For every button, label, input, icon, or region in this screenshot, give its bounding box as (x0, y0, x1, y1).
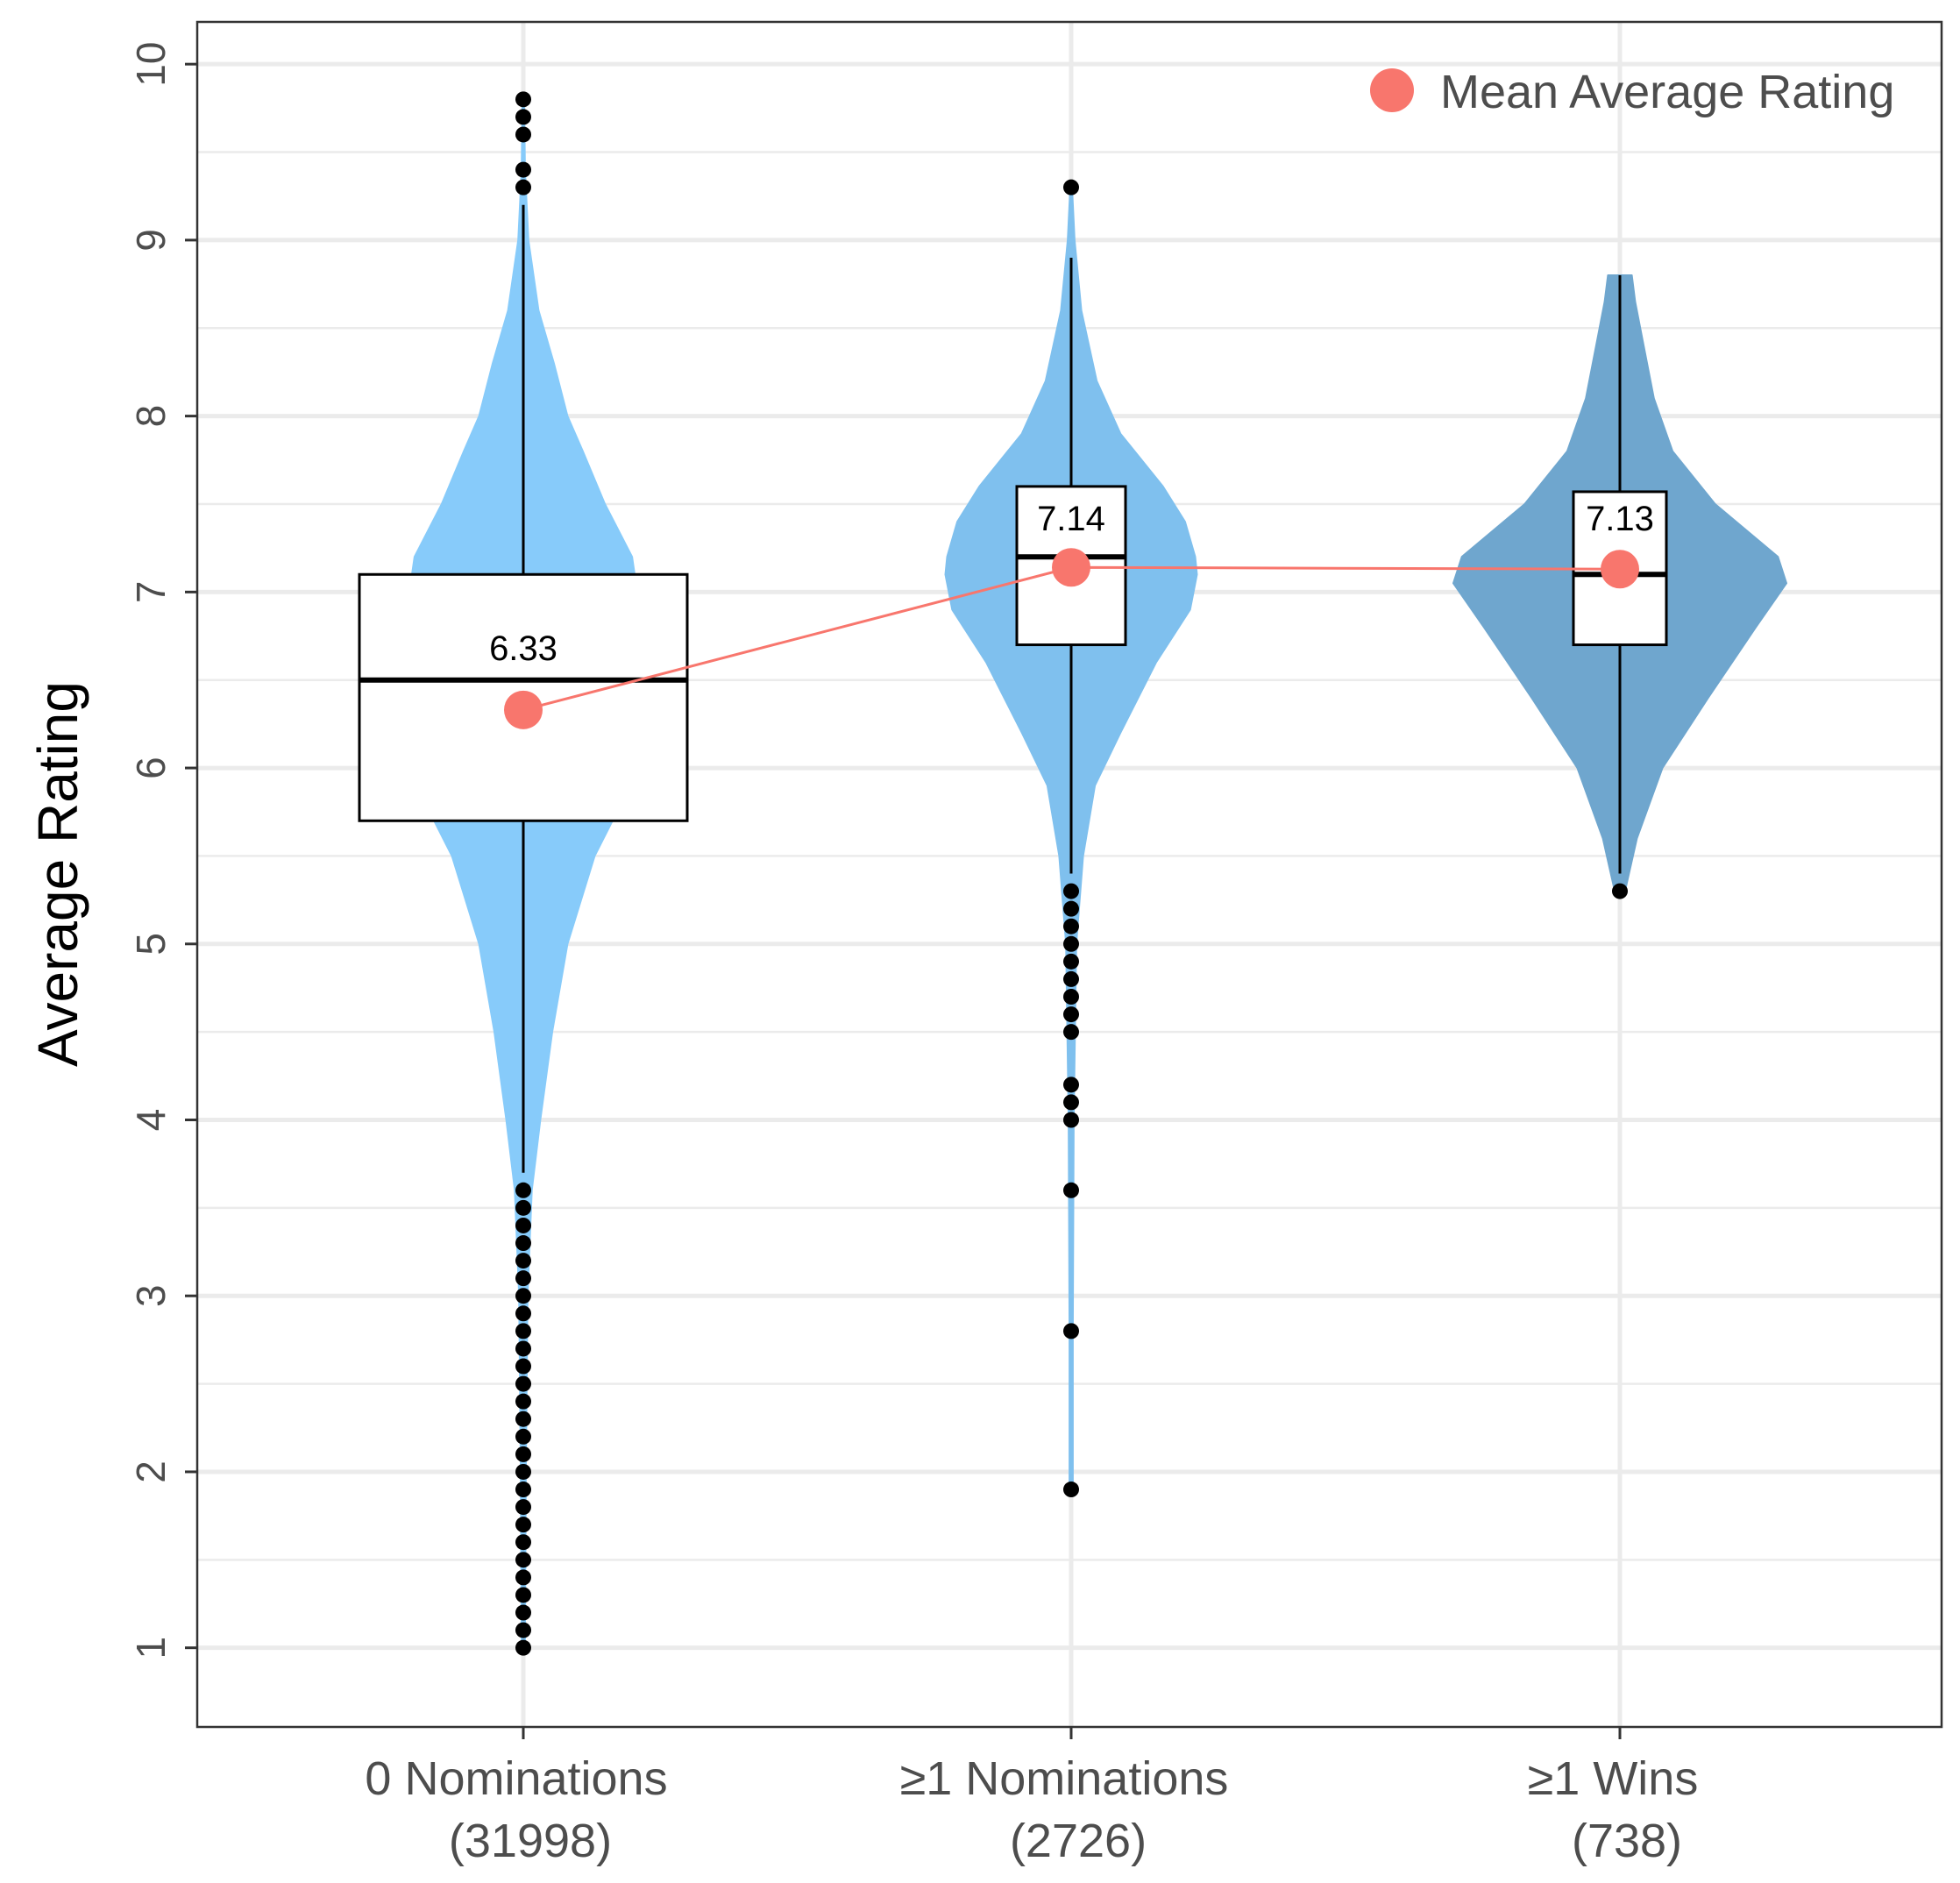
legend-label: Mean Average Rating (1440, 66, 1894, 118)
x-category-label: ≥1 Nominations (900, 1752, 1229, 1805)
legend: Mean Average Rating (1370, 66, 1894, 118)
outlier-point (515, 1358, 531, 1375)
outlier-point (515, 1552, 531, 1568)
mean-point-2 (1601, 550, 1639, 589)
outlier-point (515, 91, 531, 108)
outlier-point (1612, 883, 1628, 899)
mean-label-0: 6.33 (489, 629, 557, 668)
legend-key-mean (1370, 68, 1414, 112)
whiskers (522, 204, 1622, 1173)
y-tick-label: 3 (128, 1284, 174, 1307)
mean-labels: 6.33 7.14 7.13 (489, 500, 1654, 668)
y-tick-label: 7 (128, 581, 174, 604)
outlier-point (515, 161, 531, 178)
outlier-point (1063, 1482, 1079, 1498)
x-category-count: (738) (1572, 1815, 1682, 1867)
outlier-point (515, 1446, 531, 1462)
outlier-point (1063, 1024, 1079, 1041)
outlier-point (515, 109, 531, 125)
outlier-point (515, 1639, 531, 1656)
outlier-point (1063, 1323, 1079, 1339)
outlier-point (515, 1393, 531, 1410)
outlier-point (515, 1534, 531, 1551)
outlier-point (1063, 179, 1079, 195)
outlier-point (1063, 918, 1079, 934)
outlier-point (1063, 900, 1079, 917)
outlier-point (515, 1569, 531, 1586)
outlier-point (515, 1182, 531, 1198)
outlier-point (515, 179, 531, 195)
mean-label-2: 7.13 (1586, 500, 1654, 538)
outlier-point (515, 1428, 531, 1445)
outlier-point (515, 1305, 531, 1322)
x-category-label: 0 Nominations (365, 1752, 667, 1805)
outlier-point (1063, 1077, 1079, 1093)
outlier-point (515, 1235, 531, 1252)
outlier-point (515, 1340, 531, 1357)
outlier-point (515, 1199, 531, 1216)
outlier-point (515, 1410, 531, 1427)
outlier-point (1063, 1094, 1079, 1111)
outlier-point (515, 1482, 531, 1498)
mean-label-1: 7.14 (1037, 500, 1105, 538)
y-tick-label: 4 (128, 1109, 174, 1132)
x-category-count: (31998) (449, 1815, 612, 1867)
panel-border (195, 20, 1943, 1729)
x-axis: 0 Nominations (31998) ≥1 Nominations (2726)… (365, 1727, 1698, 1867)
outlier-point (1063, 953, 1079, 970)
mean-points (504, 548, 1639, 729)
mean-point-1 (1052, 548, 1090, 587)
outlier-point (515, 1604, 531, 1621)
y-axis-title: Average Rating (26, 681, 89, 1067)
outlier-point (515, 1323, 531, 1339)
outlier-point (515, 1622, 531, 1638)
outlier-point (1063, 989, 1079, 1005)
y-tick-label: 9 (128, 229, 174, 252)
outlier-point (515, 1288, 531, 1304)
outlier-point (1063, 1006, 1079, 1023)
outlier-point (515, 1517, 531, 1533)
outliers (515, 91, 1628, 1656)
x-category-label: ≥1 Wins (1528, 1752, 1699, 1805)
outlier-point (1063, 935, 1079, 952)
outlier-point (515, 1217, 531, 1233)
outlier-point (1063, 970, 1079, 987)
outlier-point (515, 1270, 531, 1287)
outlier-point (1063, 883, 1079, 899)
outlier-point (515, 1463, 531, 1480)
y-tick-label: 5 (128, 933, 174, 956)
y-tick-label: 10 (128, 42, 174, 87)
outlier-point (515, 1587, 531, 1603)
x-category-count: (2726) (1010, 1815, 1147, 1867)
outlier-point (1063, 1112, 1079, 1128)
y-tick-label: 2 (128, 1460, 174, 1483)
outlier-point (515, 1499, 531, 1516)
outlier-point (515, 126, 531, 143)
outlier-point (1063, 1182, 1079, 1198)
y-tick-label: 8 (128, 405, 174, 428)
y-tick-label: 1 (128, 1637, 174, 1659)
y-tick-label: 6 (128, 757, 174, 779)
y-axis: 1 2 3 4 5 6 7 8 9 10 (128, 42, 197, 1659)
outlier-point (515, 1253, 531, 1269)
mean-point-0 (504, 690, 543, 729)
outlier-point (515, 1375, 531, 1392)
